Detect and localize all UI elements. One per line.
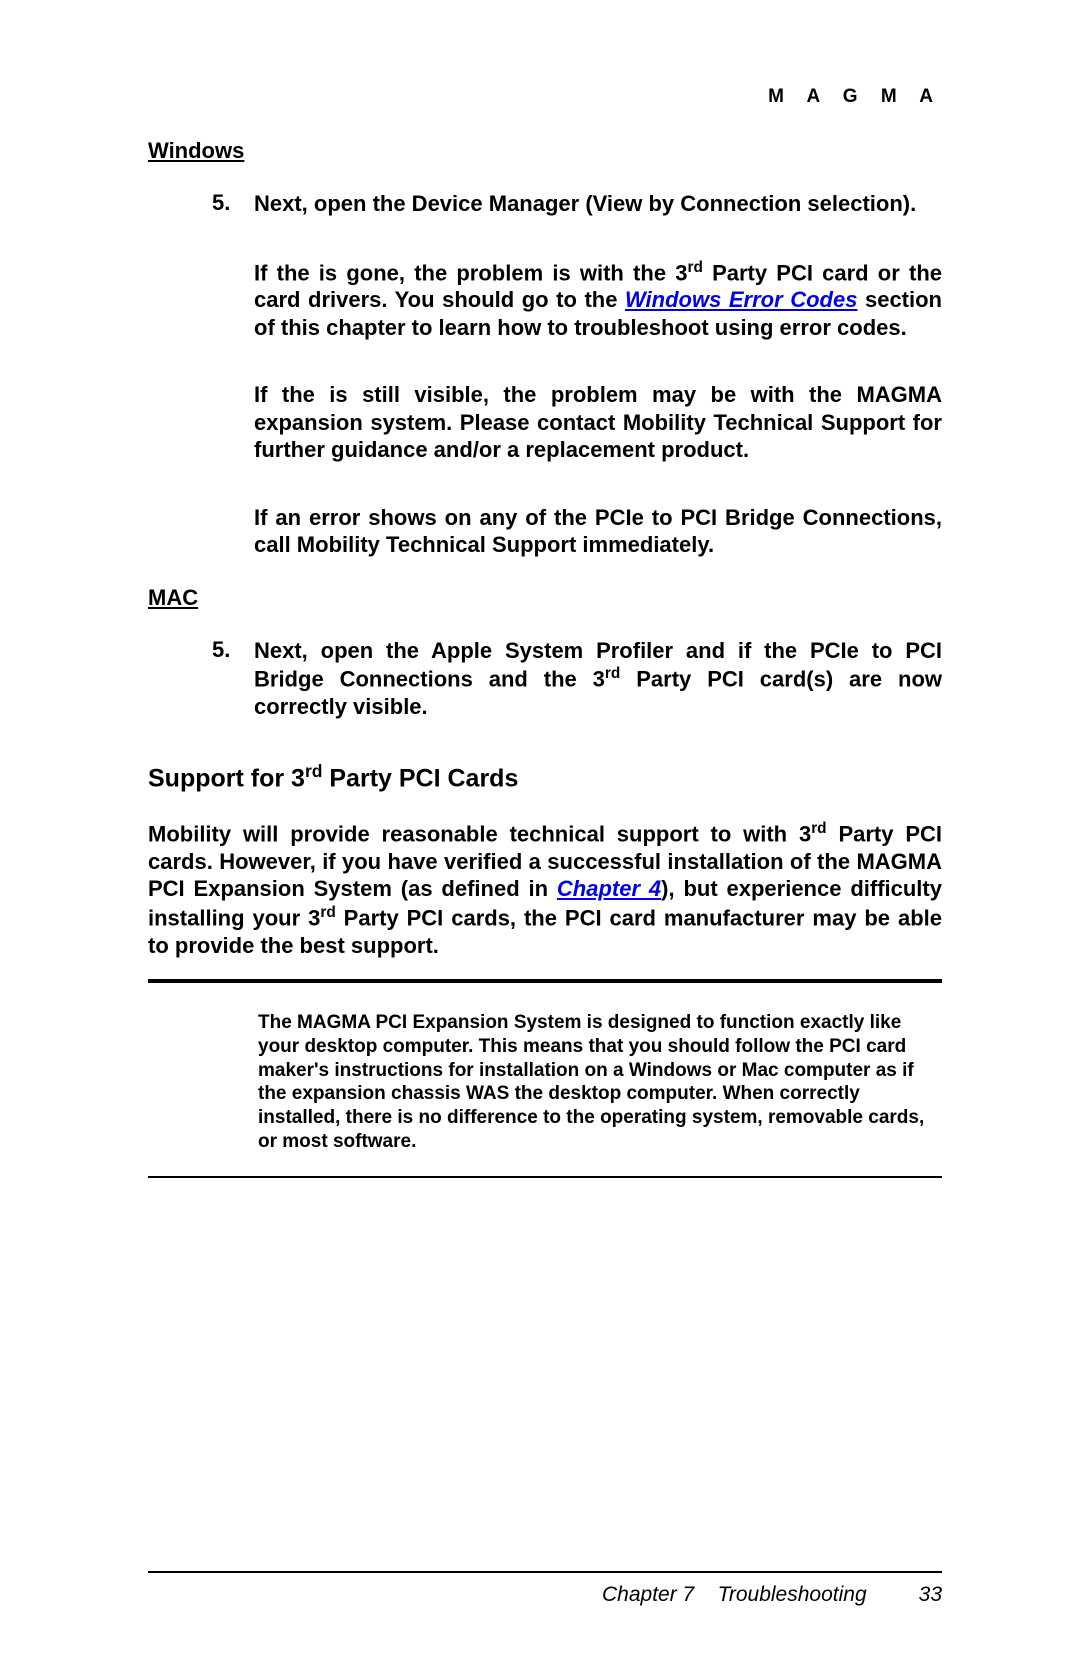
list-item: 5. Next, open the Apple System Profiler …: [212, 637, 942, 721]
paragraph: If the is still visible, the problem may…: [148, 381, 942, 464]
footer-chapter: Chapter 7: [602, 1583, 694, 1606]
text-fragment: If the is gone, the problem is with the …: [254, 260, 687, 285]
superscript: rd: [605, 665, 620, 682]
document-page: M A G M A Windows 5. Next, open the Devi…: [0, 0, 1080, 1250]
note-block: The MAGMA PCI Expansion System is design…: [148, 1001, 942, 1164]
windows-error-codes-link[interactable]: Windows Error Codes: [625, 287, 857, 312]
support-subheading: Support for 3rd Party PCI Cards: [148, 761, 942, 793]
windows-list: 5. Next, open the Device Manager (View b…: [148, 190, 942, 218]
superscript: rd: [811, 820, 826, 837]
list-text: Next, open the Device Manager (View by C…: [254, 190, 942, 218]
divider-thick: [148, 979, 942, 983]
paragraph: If the is gone, the problem is with the …: [148, 258, 942, 342]
text-fragment: Party PCI Cards: [322, 764, 518, 792]
superscript: rd: [305, 761, 323, 781]
chapter-4-link[interactable]: Chapter 4: [557, 876, 661, 901]
footer-page-number: 33: [919, 1583, 942, 1606]
text-fragment: Support for 3: [148, 764, 305, 792]
paragraph: If an error shows on any of the PCIe to …: [148, 504, 942, 559]
mac-heading: MAC: [148, 585, 942, 611]
divider-thin: [148, 1176, 942, 1178]
text-fragment: Mobility will provide reasonable technic…: [148, 821, 811, 846]
list-text: Next, open the Apple System Profiler and…: [254, 637, 942, 721]
superscript: rd: [687, 259, 702, 276]
footer-text: Chapter 7 Troubleshooting 33: [148, 1583, 942, 1607]
page-footer: Chapter 7 Troubleshooting 33: [148, 1571, 942, 1607]
footer-rule: [148, 1571, 942, 1573]
list-number: 5.: [212, 190, 254, 218]
superscript: rd: [320, 904, 335, 921]
windows-heading: Windows: [148, 138, 942, 164]
footer-title: Troubleshooting: [718, 1583, 867, 1606]
brand-header: M A G M A: [148, 86, 942, 108]
list-item: 5. Next, open the Device Manager (View b…: [212, 190, 942, 218]
list-number: 5.: [212, 637, 254, 721]
paragraph: Mobility will provide reasonable technic…: [148, 819, 942, 959]
mac-list: 5. Next, open the Apple System Profiler …: [148, 637, 942, 721]
